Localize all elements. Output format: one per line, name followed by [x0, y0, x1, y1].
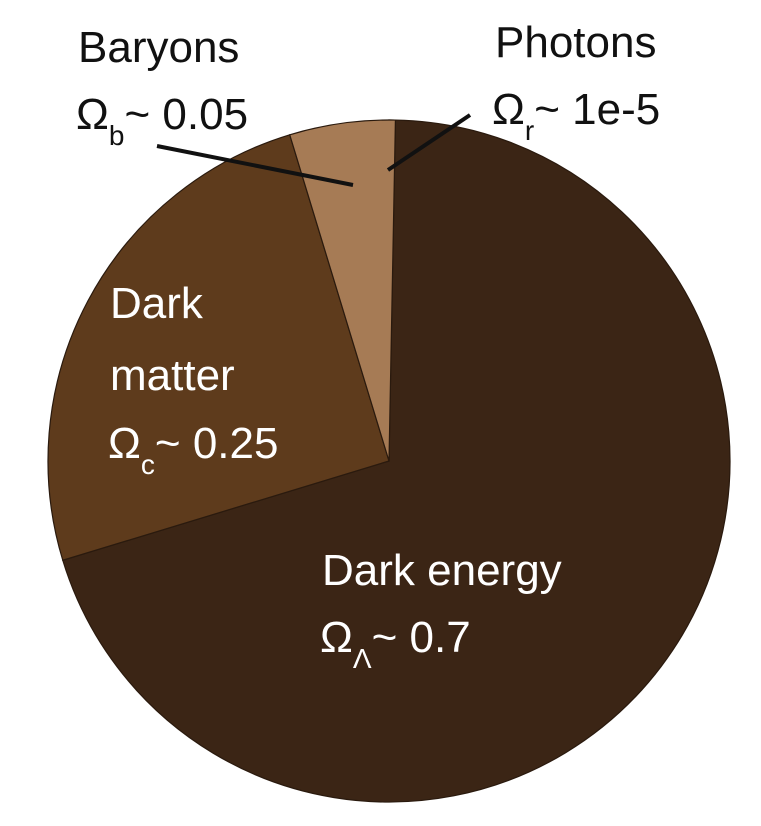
leader-line-photons	[386, 113, 472, 172]
label-dark-matter-subscript: c	[141, 449, 155, 480]
label-dark-energy-amount: ~ 0.7	[372, 613, 471, 662]
label-baryons-subscript: b	[109, 120, 125, 151]
label-photons-name: Photons	[495, 18, 656, 67]
label-dark-energy-symbol: Ω	[320, 613, 353, 662]
label-baryons-symbol: Ω	[76, 90, 109, 139]
label-photons-subscript: r	[525, 115, 534, 146]
label-baryons-amount: ~ 0.05	[124, 90, 248, 139]
label-dark-matter-symbol: Ω	[108, 419, 141, 468]
pie-slices	[47, 119, 731, 803]
label-dark-energy-name: Dark energy	[322, 546, 562, 595]
label-photons-amount: ~ 1e-5	[534, 85, 660, 134]
label-photons-value: Ωr~ 1e-5	[492, 85, 660, 146]
label-photons-symbol: Ω	[492, 85, 525, 134]
label-dark-matter-name-line1: Dark	[110, 279, 204, 328]
label-baryons-name: Baryons	[78, 23, 239, 72]
label-dark-energy-value: ΩΛ~ 0.7	[320, 613, 471, 674]
label-dark-energy-subscript: Λ	[353, 643, 372, 674]
leader-lines	[156, 113, 472, 187]
label-dark-matter-value: Ωc~ 0.25	[108, 419, 278, 480]
pie-slice-baryons	[288, 119, 397, 462]
label-dark-matter-name-line2: matter	[110, 351, 235, 400]
leader-line-baryons	[156, 144, 354, 187]
label-baryons-value: Ωb~ 0.05	[76, 90, 248, 151]
pie-slice-dark-energy	[62, 119, 731, 803]
label-dark-matter-amount: ~ 0.25	[155, 419, 279, 468]
